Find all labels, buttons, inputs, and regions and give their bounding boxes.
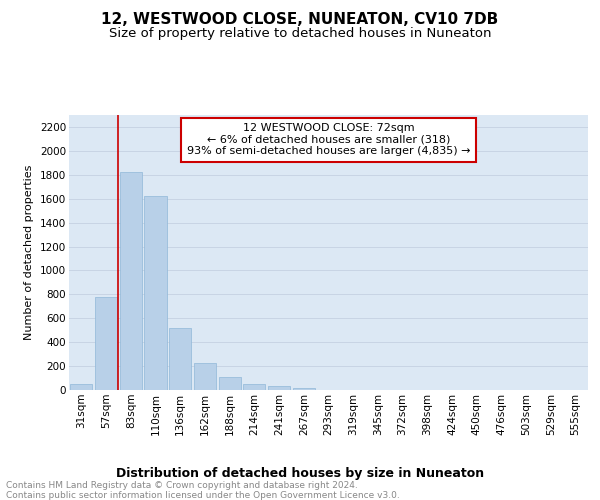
Bar [95,296,117,390]
Bar [268,386,290,390]
Text: Contains public sector information licensed under the Open Government Licence v3: Contains public sector information licen… [6,491,400,500]
Y-axis label: Number of detached properties: Number of detached properties [25,165,34,340]
Bar [218,378,241,390]
Bar [243,384,265,390]
Text: 12, WESTWOOD CLOSE, NUNEATON, CV10 7DB: 12, WESTWOOD CLOSE, NUNEATON, CV10 7DB [101,12,499,28]
Bar [119,172,142,390]
Text: Contains HM Land Registry data © Crown copyright and database right 2024.: Contains HM Land Registry data © Crown c… [6,481,358,490]
Bar [169,328,191,390]
Bar [145,196,167,390]
Bar [293,388,315,390]
Text: Distribution of detached houses by size in Nuneaton: Distribution of detached houses by size … [116,468,484,480]
Text: 12 WESTWOOD CLOSE: 72sqm
← 6% of detached houses are smaller (318)
93% of semi-d: 12 WESTWOOD CLOSE: 72sqm ← 6% of detache… [187,123,470,156]
Bar [194,362,216,390]
Bar [70,384,92,390]
Text: Size of property relative to detached houses in Nuneaton: Size of property relative to detached ho… [109,28,491,40]
